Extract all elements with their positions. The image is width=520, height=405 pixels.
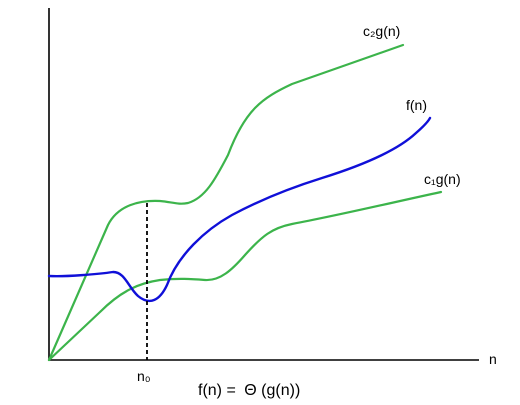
- f-curve: [47, 116, 432, 303]
- diagram-title: f(n) = Θ (g(n)): [198, 382, 300, 399]
- lower-bound-label: c₁g(n): [424, 171, 461, 187]
- theta-symbol: Θ: [244, 382, 256, 399]
- title-rhs: (g(n)): [261, 382, 300, 399]
- upper-bound-label: c₂g(n): [363, 23, 400, 39]
- lower-bound-curve: [47, 190, 443, 362]
- f-label: f(n): [406, 97, 427, 113]
- upper-bound-curve: [47, 43, 405, 362]
- threshold-label: n₀: [137, 368, 151, 384]
- title-lhs: f(n) =: [198, 382, 236, 399]
- x-axis-label: n: [489, 351, 497, 367]
